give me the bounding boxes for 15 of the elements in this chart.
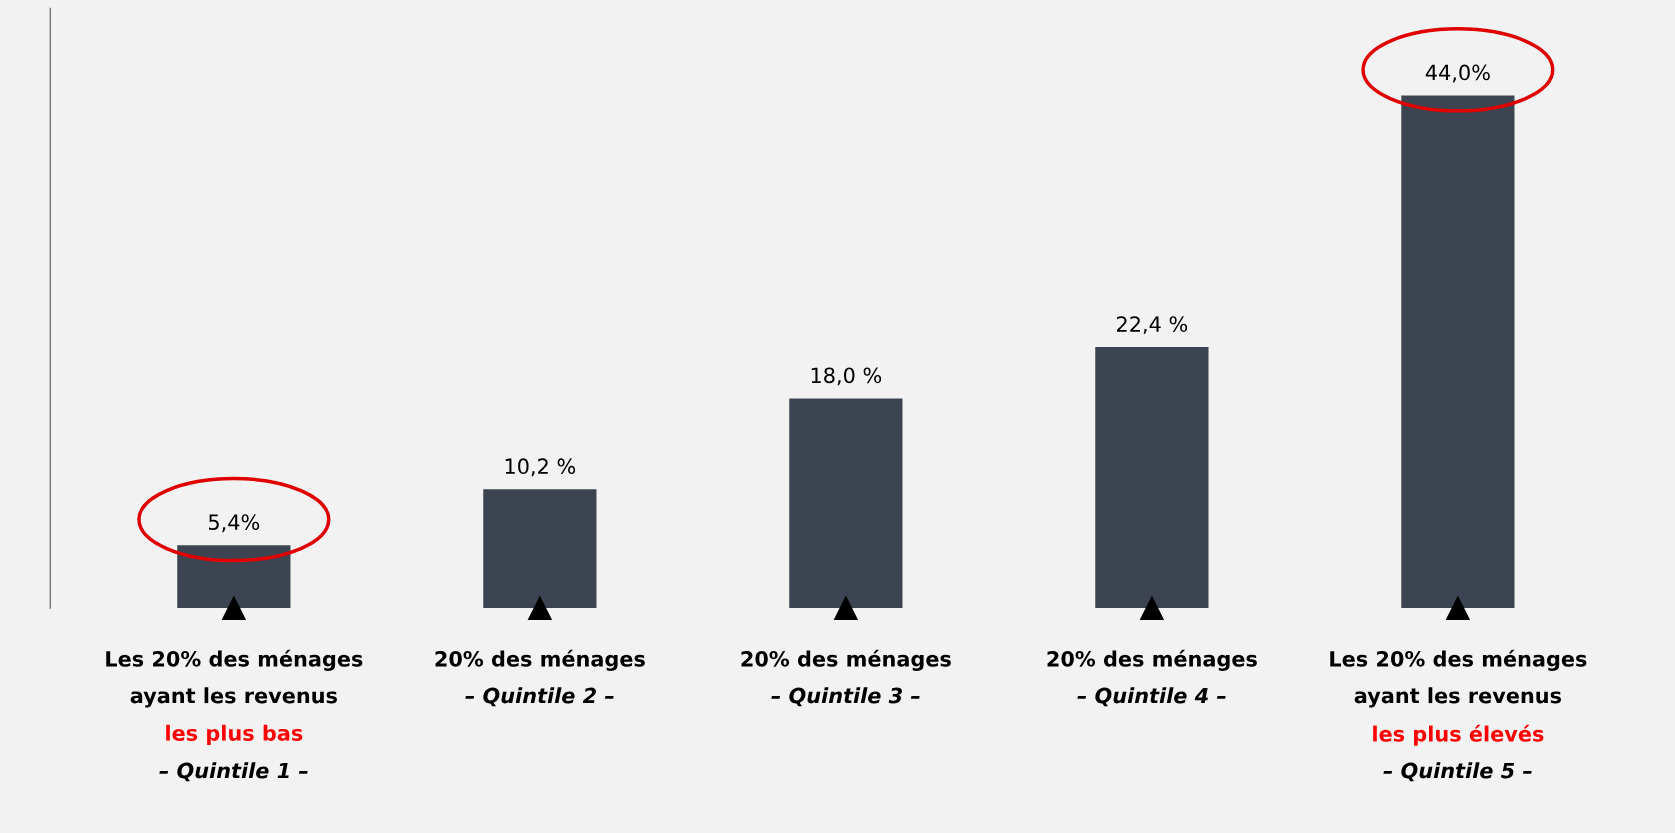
bar (1095, 347, 1209, 609)
x-tick-label: 20% des ménages – Quintile 3 – (741, 649, 951, 707)
data-label: 22,4 % (1117, 316, 1188, 335)
x-tick-label: Les 20% des ménages ayant les revenus les plus bas – Quintile 1 – (106, 649, 363, 782)
x-tick-label: 20% des ménages – Quintile 4 – (1047, 649, 1257, 707)
x-tick-label: Les 20% des ménages ayant les revenus les plus élevés – Quintile 5 – (1330, 649, 1587, 782)
x-tick-label: 20% des ménages – Quintile 2 – (435, 649, 645, 707)
bar (177, 545, 291, 609)
bar (789, 398, 903, 609)
data-label: 18,0 % (811, 367, 882, 386)
data-label: 5,4% (209, 514, 260, 533)
data-label: 44,0% (1425, 64, 1490, 83)
bar (1401, 95, 1515, 609)
data-label: 10,2 % (505, 458, 576, 477)
bar (483, 489, 597, 609)
